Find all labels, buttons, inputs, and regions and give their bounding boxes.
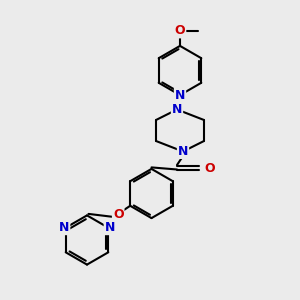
Text: N: N <box>175 88 185 102</box>
Text: N: N <box>178 145 188 158</box>
Text: N: N <box>105 221 115 234</box>
Text: O: O <box>204 161 214 175</box>
Text: N: N <box>59 221 69 234</box>
Text: N: N <box>172 103 182 116</box>
Text: O: O <box>175 24 185 38</box>
Text: O: O <box>113 208 124 221</box>
